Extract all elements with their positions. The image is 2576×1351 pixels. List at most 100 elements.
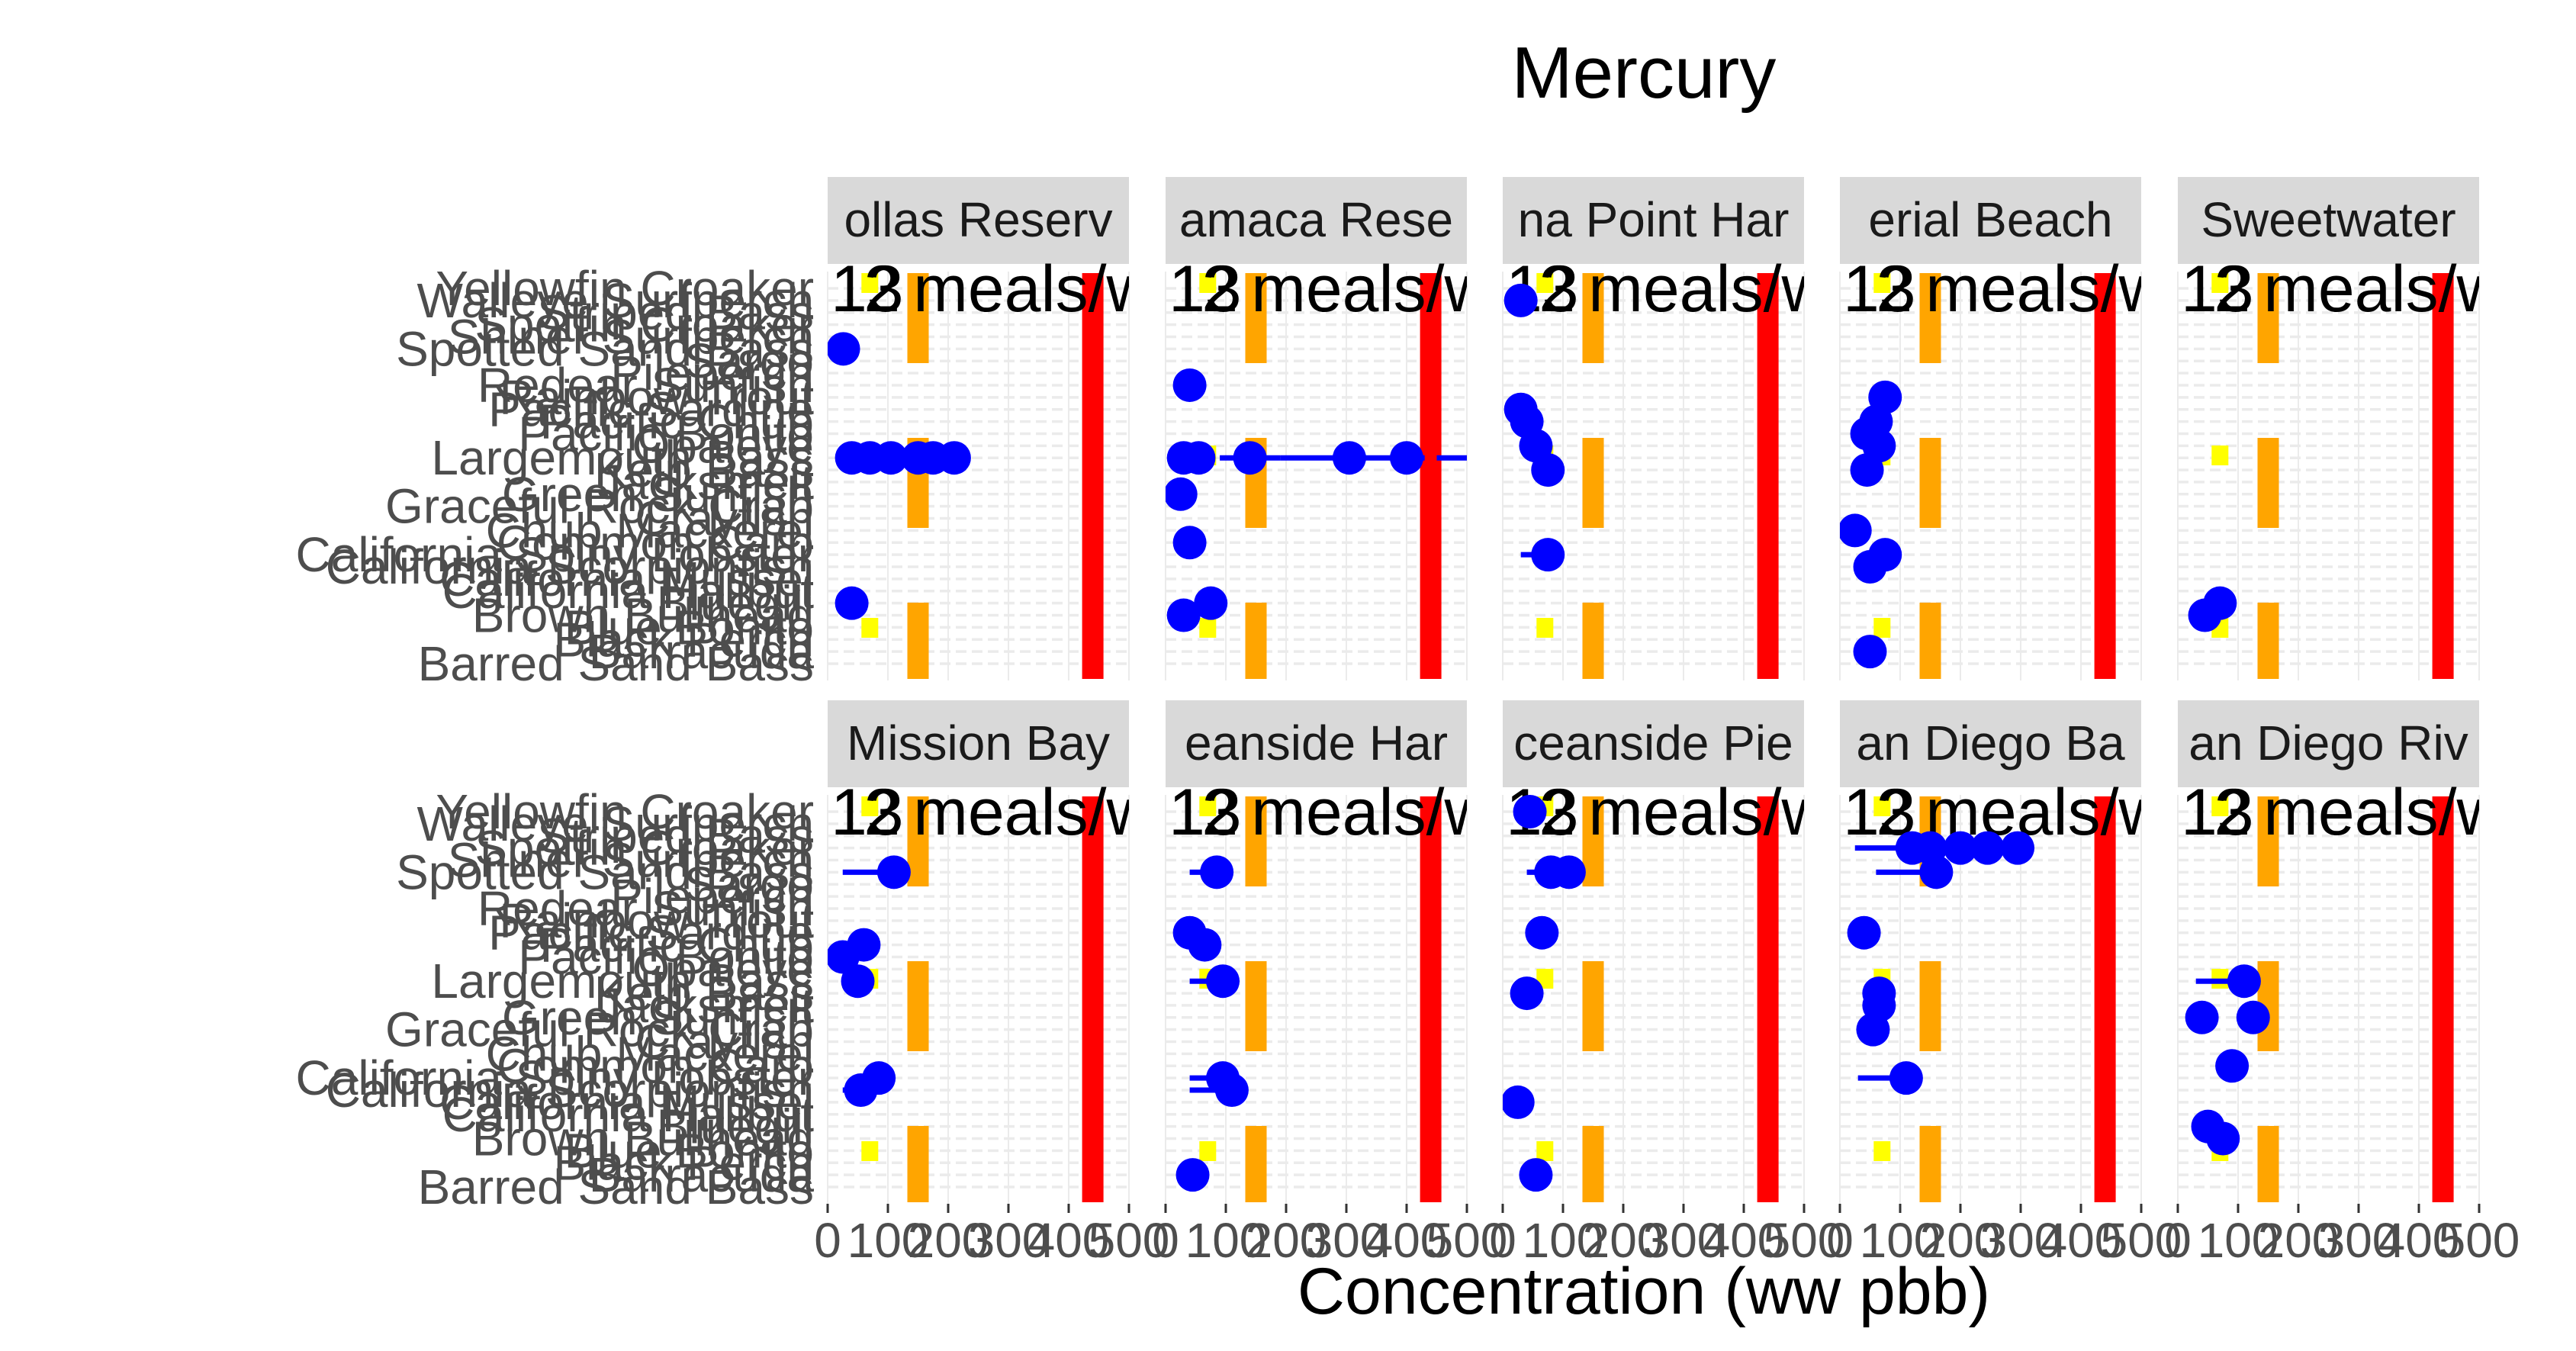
data-point xyxy=(1214,1073,1249,1108)
facet-strip xyxy=(2178,700,2479,787)
y-tick-label: California Halibut xyxy=(442,564,815,619)
data-point xyxy=(1332,441,1366,475)
threshold-label: 13 xyxy=(1843,253,1916,326)
data-point xyxy=(1840,513,1872,548)
y-tick-label: California Mussel xyxy=(439,552,814,606)
y-tick-label: Green Sunfish xyxy=(502,467,814,522)
x-axis-label: Concentration (ww pbb) xyxy=(1298,1255,1990,1328)
y-tick-label: Barracuda xyxy=(589,624,815,679)
y-tick-label: Spotfin Croaker xyxy=(474,821,814,876)
facet-strip xyxy=(2178,177,2479,264)
data-point xyxy=(1889,1061,1923,1095)
y-tick-label: Striped Bass xyxy=(537,809,814,864)
y-tick-label: Spotted Sand Bass xyxy=(396,321,814,376)
facet-strip xyxy=(1840,177,2141,264)
x-tick-label: 300 xyxy=(1643,1213,1725,1268)
data-point xyxy=(876,855,911,889)
threshold-label: meals/w xyxy=(1588,253,1829,326)
data-point xyxy=(1182,441,1216,475)
data-point xyxy=(937,441,971,475)
y-tick-label: Barred Sand Bass xyxy=(418,636,814,691)
y-tick-label: Rainbow Trout xyxy=(499,370,814,425)
facet-strip xyxy=(1166,177,1467,264)
data-point xyxy=(1531,453,1565,487)
y-tick-label: Green Sunfish xyxy=(502,990,814,1045)
y-tick-label: Pacific Bonito xyxy=(518,929,814,984)
data-point xyxy=(1166,477,1198,511)
chart-title: Mercury xyxy=(1512,32,1777,114)
facet-strip-label: Mission Bay xyxy=(847,716,1110,770)
data-point xyxy=(2001,831,2035,865)
x-tick-label: 0 xyxy=(1826,1213,1854,1268)
threshold-label: 2 xyxy=(1539,253,1575,326)
y-tick-label: Black Perch xyxy=(554,612,814,667)
y-tick-label: Rainbow Trout xyxy=(499,893,814,948)
y-tick-label: Graceful Rock Crab xyxy=(385,1002,814,1057)
threshold-label: meals/w xyxy=(1251,253,1492,326)
data-point xyxy=(1188,928,1222,962)
x-tick-label: 0 xyxy=(1152,1213,1179,1268)
data-point xyxy=(828,332,860,366)
y-tick-label: Yellowfin Croaker xyxy=(436,784,814,839)
y-tick-label: Brown Bullhead xyxy=(472,1111,814,1166)
y-tick-label: Chub Mackerel xyxy=(486,1026,814,1081)
threshold-label: meals/w xyxy=(913,776,1154,849)
y-tick-label: Pacific Chub xyxy=(540,918,814,973)
x-tick-label: 100 xyxy=(1860,1213,1941,1268)
facet-strip xyxy=(828,700,1129,787)
threshold-label: 2 xyxy=(863,253,900,326)
y-tick-label: Shiner Surfperch xyxy=(448,832,814,887)
data-point xyxy=(1850,453,1884,487)
threshold-label: meals/w xyxy=(2263,776,2504,849)
y-tick-label: Bluegill xyxy=(657,576,814,631)
data-point xyxy=(1175,1158,1210,1192)
data-point xyxy=(1510,976,1544,1011)
data-point xyxy=(1166,598,1201,632)
y-tick-label: Sargo xyxy=(683,857,814,912)
y-tick-label: Graceful Rock Crab xyxy=(385,479,814,534)
x-tick-label: 200 xyxy=(908,1213,989,1268)
data-point xyxy=(1552,855,1586,889)
y-tick-label: Walleye Surfperch xyxy=(417,273,815,328)
y-tick-label: Redear Sunfish xyxy=(478,358,814,413)
threshold-label: 13 xyxy=(831,253,904,326)
y-tick-label: California Spiny Lobster xyxy=(296,1050,814,1105)
threshold-label: 2 xyxy=(1201,253,1238,326)
x-tick-label: 0 xyxy=(1489,1213,1516,1268)
y-tick-label: Pileperch xyxy=(610,346,814,400)
data-point xyxy=(1531,538,1565,572)
y-tick-label: Barracuda xyxy=(589,1147,815,1202)
x-tick-label: 400 xyxy=(1028,1213,1110,1268)
panel-background xyxy=(828,272,1129,680)
x-tick-label: 500 xyxy=(1426,1213,1508,1268)
x-tick-label: 400 xyxy=(1703,1213,1785,1268)
threshold-label: 2 xyxy=(1201,776,1238,849)
facet-panel: erial Beach 132 meals/w xyxy=(1839,177,2142,680)
facet-panel: amaca Rese 132 meals/w xyxy=(1165,177,1492,680)
threshold-label: 2 xyxy=(863,776,900,849)
data-point xyxy=(2203,586,2237,620)
threshold-label: meals/w xyxy=(1588,776,1829,849)
facet-strip xyxy=(1166,700,1467,787)
threshold-label: 2 xyxy=(2214,776,2250,849)
y-tick-label: Yellowfin Croaker xyxy=(436,261,814,316)
x-tick-label: 300 xyxy=(1306,1213,1388,1268)
y-tick-label: Crayfish xyxy=(635,1015,814,1070)
y-tick-label: Common Carp xyxy=(497,515,814,570)
x-tick-label: 200 xyxy=(1583,1213,1664,1268)
x-tick-label: 100 xyxy=(1523,1213,1604,1268)
y-tick-label: California Scorpionfish xyxy=(326,539,814,594)
y-tick-label: Blue Bonito xyxy=(564,600,814,655)
data-point xyxy=(2215,1049,2250,1083)
x-tick-label: 200 xyxy=(1920,1213,2002,1268)
x-tick-label: 400 xyxy=(2041,1213,2122,1268)
data-point xyxy=(847,928,881,962)
x-tick-label: 0 xyxy=(2164,1213,2192,1268)
y-tick-label: Blue Bonito xyxy=(564,1123,814,1178)
y-tick-label: Spotfin Croaker xyxy=(474,298,814,352)
x-tick-label: 500 xyxy=(2101,1213,2182,1268)
y-tick-label: Barred Sand Bass xyxy=(418,1160,814,1214)
